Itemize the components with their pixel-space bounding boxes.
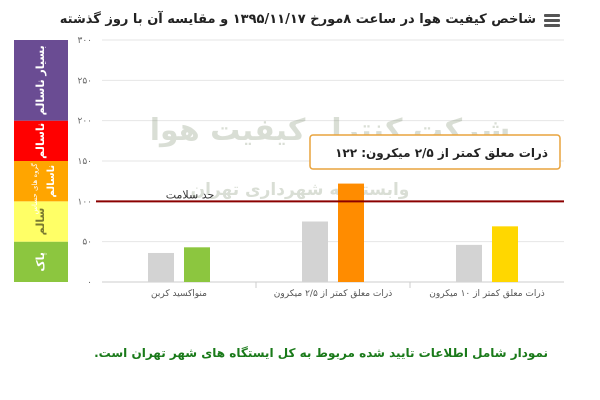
aqi-band-label: سالم: [34, 208, 47, 236]
y-tick-label: ۲۵۰: [77, 76, 92, 86]
y-tick-label: ۳۰۰: [77, 36, 92, 46]
menu-icon[interactable]: [544, 14, 560, 28]
tooltip-text: ذرات معلق کمتر از ۲/۵ میکرون: ۱۲۲: [335, 146, 548, 161]
bar: [148, 252, 174, 282]
y-tick-label: ۲۰۰: [77, 117, 92, 127]
watermark-line2: وابسته به شهرداری تهران: [191, 180, 410, 200]
y-tick-label: ۱۰۰: [77, 197, 92, 207]
footer-note: نمودار شامل اطلاعات تایید شده مربوط به ک…: [94, 346, 548, 360]
chart-header: شاخص کیفیت هوا در ساعت ۸مورخ ۱۳۹۵/۱۱/۱۷ …: [0, 8, 600, 32]
chart-title: شاخص کیفیت هوا در ساعت ۸مورخ ۱۳۹۵/۱۱/۱۷ …: [59, 12, 536, 27]
aqi-band: [14, 161, 68, 202]
aqi-band-label: بسیار ناسالم: [34, 45, 47, 115]
tooltip: ذرات معلق کمتر از ۲/۵ میکرون: ۱۲۲: [309, 134, 561, 170]
aqi-band: [14, 40, 68, 121]
aqi-band-label: ناسالم: [34, 123, 47, 159]
aqi-band: [14, 120, 68, 161]
aqi-band-label: برای گروه های حساس: [30, 148, 39, 215]
bar: [338, 183, 364, 282]
x-axis-categories: منواکسید کربن ذرات معلق کمتر از ۲/۵ میکرو…: [151, 289, 545, 299]
x-category-label: ذرات معلق کمتر از ۲/۵ میکرون: [274, 289, 392, 299]
aqi-band: [14, 201, 68, 242]
y-tick-label: ۵۰: [82, 238, 92, 248]
bars: [148, 183, 518, 282]
y-tick-label: ۱۵۰: [77, 157, 92, 167]
y-axis-ticks: ۰ ۵۰ ۱۰۰ ۱۵۰ ۲۰۰ ۲۵۰ ۳۰۰: [77, 36, 92, 288]
y-tick-label: ۰: [87, 278, 92, 288]
threshold-label: حد سلامت: [166, 188, 215, 201]
aqi-band: [14, 241, 68, 282]
aqi-band-label: ناسالم: [46, 165, 57, 198]
bar: [184, 247, 210, 282]
threshold-line: حد سلامت: [96, 188, 564, 203]
aqi-band-label: پاک: [34, 252, 47, 272]
bar: [302, 221, 328, 282]
x-category-label: منواکسید کربن: [151, 289, 207, 299]
bar: [456, 244, 482, 282]
x-category-label: ذرات معلق کمتر از ۱۰ میکرون: [429, 289, 544, 299]
bar: [492, 226, 518, 282]
tooltip-box: [309, 134, 561, 170]
